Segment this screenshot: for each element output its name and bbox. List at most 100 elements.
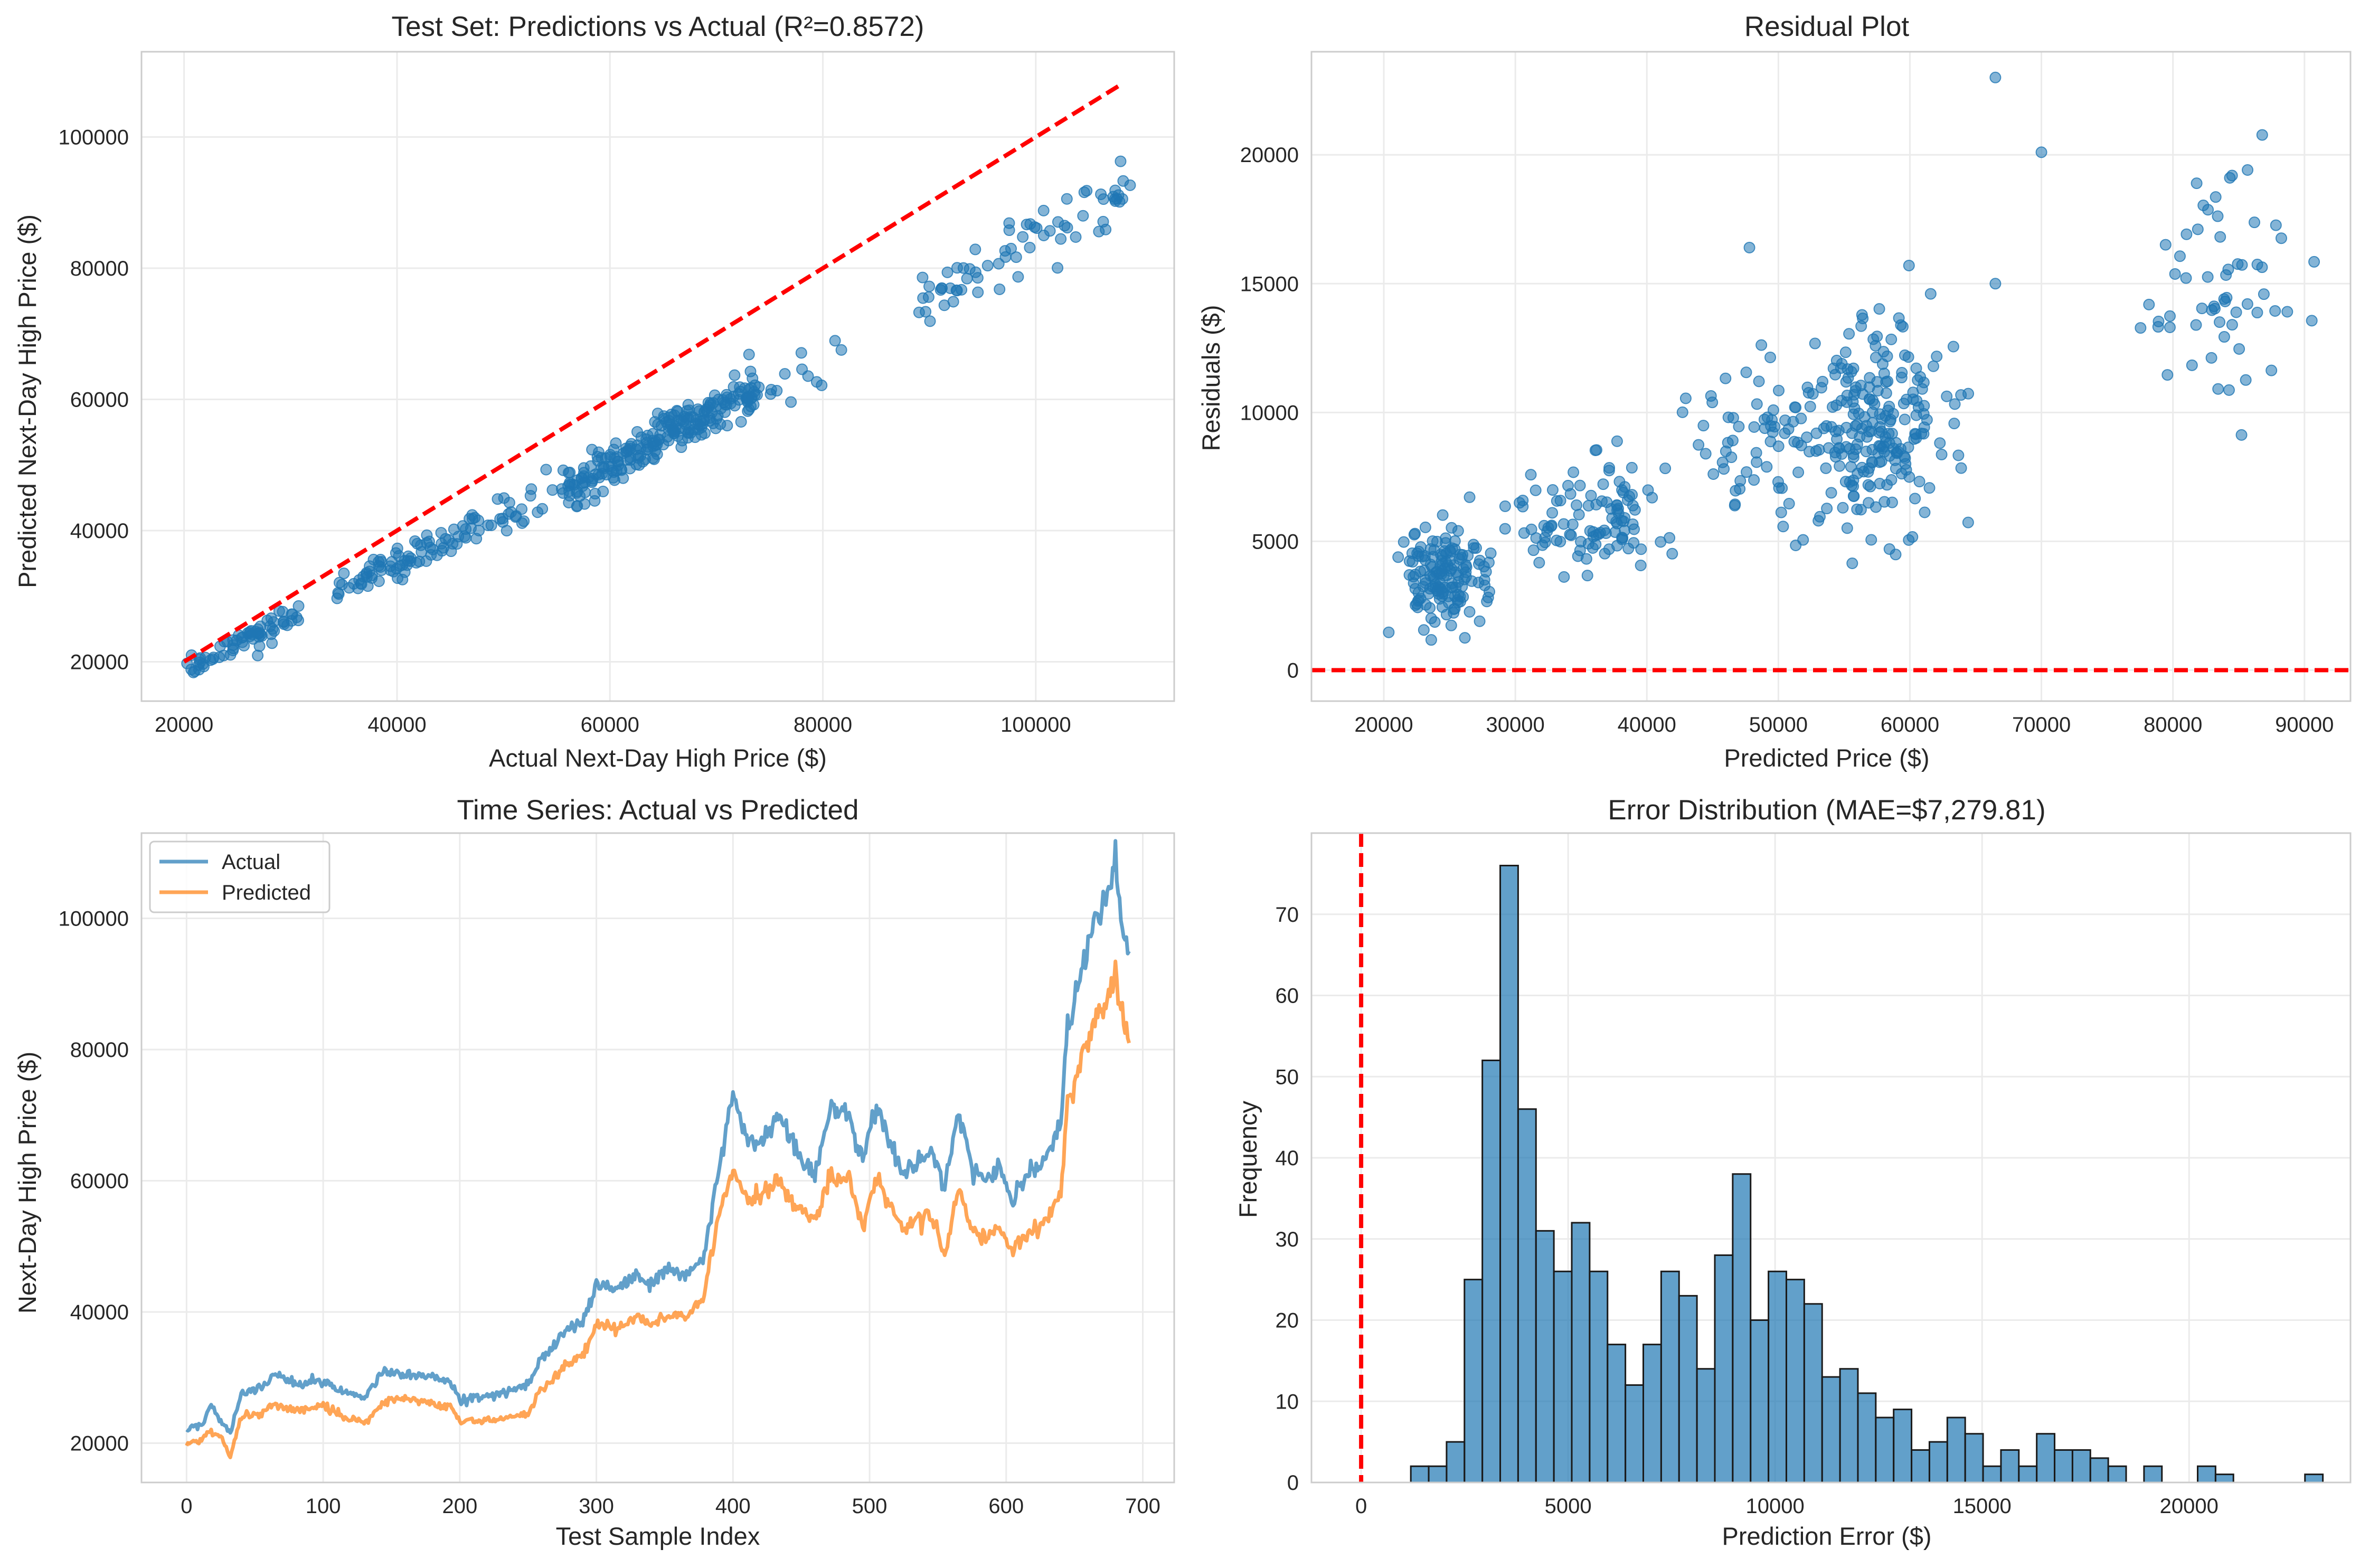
timeseries-title: Time Series: Actual vs Predicted — [457, 795, 859, 826]
scatter-point — [971, 272, 984, 284]
scatter-point — [503, 497, 515, 509]
residual-point — [2143, 298, 2155, 310]
residual-point — [2135, 322, 2147, 334]
residual-point — [1761, 461, 1773, 473]
residual-point — [1729, 498, 1741, 511]
residual-point — [2249, 216, 2261, 229]
residual-point — [2270, 219, 2282, 231]
scatter-point — [571, 499, 583, 512]
residual-point — [1676, 406, 1688, 418]
residual-point — [1909, 493, 1921, 505]
residual-point — [1874, 408, 1886, 420]
residual-point — [1617, 532, 1629, 544]
scatter-point — [771, 385, 783, 397]
residual-point — [1722, 411, 1734, 423]
residual-point — [1815, 382, 1827, 394]
histogram-bar — [1625, 1384, 1645, 1484]
histogram-bar — [1464, 1279, 1484, 1484]
residual-point — [1666, 547, 1678, 560]
residual-point — [2164, 321, 2176, 333]
scatter-point — [411, 537, 423, 550]
scatter-point — [671, 404, 683, 417]
residual-point — [1452, 569, 1465, 581]
residual-point — [2180, 228, 2193, 240]
residual-point — [1406, 547, 1418, 559]
scatter-point — [1117, 175, 1129, 187]
residual-point — [1801, 431, 1813, 443]
histogram-bar — [1911, 1449, 1930, 1484]
residual-point — [1700, 448, 1712, 460]
residual-point — [1581, 570, 1593, 582]
residual-point — [1890, 462, 1902, 475]
scatter-point — [745, 400, 757, 412]
residual-point — [1923, 482, 1936, 494]
scatter-ytick-label: 80000 — [70, 257, 129, 280]
scatter-point — [917, 292, 929, 304]
scatter-point — [631, 426, 643, 438]
residual-point — [2191, 177, 2203, 190]
residual-point — [1899, 413, 1911, 426]
residual-point — [1883, 543, 1895, 555]
histogram-bar — [1678, 1295, 1698, 1484]
timeseries-xtick-label: 400 — [715, 1495, 751, 1518]
histogram-bar — [1821, 1376, 1841, 1484]
scatter-point — [961, 272, 973, 285]
residual-point — [1840, 396, 1853, 408]
residual-point — [1622, 543, 1635, 555]
residual-point — [2258, 288, 2270, 300]
residual-point — [1934, 437, 1946, 449]
scatter-points — [181, 155, 1136, 678]
scatter-point — [993, 258, 1005, 270]
residual-point — [1554, 495, 1566, 507]
residual-ytick-label: 10000 — [1240, 401, 1299, 424]
scatter-point — [649, 416, 661, 428]
residual-point — [2186, 359, 2198, 371]
residual-point — [2275, 232, 2287, 244]
residual-point — [1837, 502, 1849, 514]
residual-point — [2218, 331, 2230, 343]
scatter-point — [681, 405, 693, 417]
residual-point — [1741, 466, 1753, 478]
residual-point — [1813, 443, 1825, 456]
residual-point — [1551, 534, 1563, 546]
scatter-point — [924, 315, 936, 327]
residual-point — [1843, 328, 1855, 340]
histogram-bar — [1893, 1409, 1913, 1484]
scatter-point — [1059, 220, 1071, 232]
histogram-xtick-label: 15000 — [1953, 1495, 2012, 1518]
scatter-point — [374, 553, 386, 565]
residual-point — [1439, 545, 1451, 557]
residual-ytick-label: 20000 — [1240, 144, 1299, 167]
histogram-bar — [1732, 1173, 1752, 1484]
residual-point — [1546, 484, 1559, 496]
legend-actual-label: Actual — [222, 851, 280, 874]
residual-point — [1900, 464, 1912, 476]
residual-point — [1440, 532, 1452, 544]
residual-point — [1574, 479, 1586, 492]
residual-point — [1825, 421, 1837, 433]
scatter-point — [586, 475, 598, 487]
residual-point — [1895, 372, 1908, 384]
scatter-point — [994, 283, 1006, 295]
scatter-xtick-label: 80000 — [794, 713, 852, 736]
scatter-point — [445, 545, 457, 558]
scatter-point — [734, 381, 746, 393]
residual-point — [1664, 532, 1676, 544]
residual-point — [1759, 422, 1771, 434]
scatter-point — [460, 523, 472, 535]
residual-point — [2174, 250, 2186, 262]
scatter-point — [835, 344, 847, 356]
histogram-bar — [1946, 1416, 1966, 1484]
legend-frame — [149, 840, 331, 913]
residual-axes-frame — [1310, 51, 2352, 702]
timeseries-line-actual — [185, 839, 1131, 1435]
histogram-ytick-label: 20 — [1276, 1309, 1299, 1333]
residual-point — [1836, 357, 1848, 370]
scatter-point — [1115, 155, 1127, 167]
timeseries-grid — [141, 833, 1174, 1482]
scatter-point — [252, 649, 264, 662]
scatter-ytick-label: 100000 — [59, 126, 129, 149]
residual-point — [1927, 360, 1939, 372]
residual-grid — [1311, 52, 2350, 701]
